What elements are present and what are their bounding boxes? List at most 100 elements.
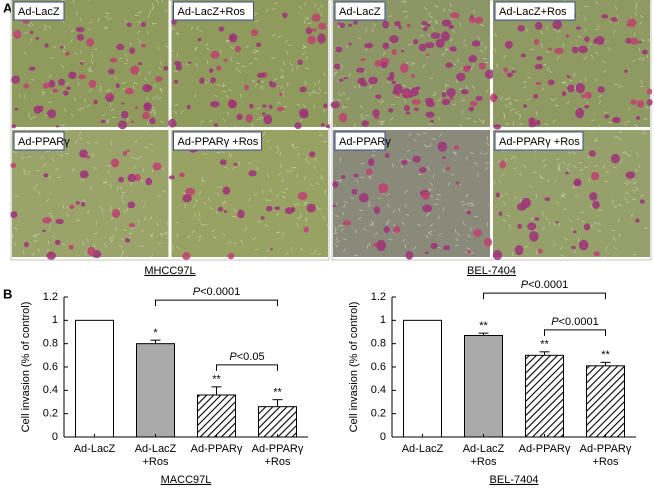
invaded-cell: [42, 230, 46, 232]
invaded-cell: [108, 98, 111, 101]
invaded-cell: [576, 26, 581, 29]
bar: [404, 320, 442, 437]
invaded-cell: [13, 30, 21, 39]
y-tick-label: 0.2: [43, 408, 58, 420]
invaded-cell: [142, 112, 150, 119]
micrograph: Ad-LacZ: [11, 0, 168, 130]
micrograph: Ad-PPARγ: [10, 129, 171, 260]
invaded-cell: [630, 99, 636, 104]
invaded-cell: [10, 211, 17, 218]
invaded-cell: [81, 202, 85, 207]
invaded-cell: [425, 251, 428, 254]
invaded-cell: [404, 105, 410, 111]
invaded-cell: [257, 73, 265, 78]
invaded-cell: [476, 96, 483, 101]
invaded-cell: [123, 151, 127, 156]
panel-letter: B: [3, 286, 12, 301]
cell: [76, 221, 80, 222]
invaded-cell: [277, 107, 285, 112]
invaded-cell: [454, 145, 460, 149]
x-tick-label: Ad-LacZ: [135, 443, 177, 455]
x-tick-label: Ad-PPARγ: [580, 443, 632, 455]
invaded-cell: [430, 120, 434, 123]
invaded-cell: [282, 12, 287, 18]
invaded-cell: [642, 50, 648, 55]
invaded-cell: [575, 108, 584, 119]
invaded-cell: [244, 84, 249, 90]
invaded-cell: [116, 44, 124, 50]
p-value: P<0.0001: [551, 316, 598, 328]
image-label: Ad-LacZ: [18, 6, 60, 18]
invaded-cell: [463, 66, 470, 72]
invaded-cell: [69, 244, 74, 249]
invaded-cell: [400, 63, 409, 73]
invaded-cell: [332, 181, 338, 188]
invaded-cell: [612, 118, 618, 123]
invaded-cell: [383, 42, 390, 49]
invaded-cell: [467, 250, 471, 254]
invaded-cell: [11, 163, 17, 168]
invaded-cell: [335, 46, 342, 52]
invaded-cell: [341, 175, 345, 179]
invaded-cell: [127, 202, 135, 209]
invaded-cell: [235, 46, 241, 52]
image-label: Ad-PPARγ +Ros: [178, 136, 259, 148]
invaded-cell: [187, 105, 191, 110]
bracket: [484, 293, 606, 299]
y-tick-label: 0.6: [43, 361, 58, 373]
invaded-cell: [266, 206, 273, 212]
y-tick-label: 0.4: [371, 384, 386, 396]
invaded-cell: [348, 24, 352, 27]
invaded-cell: [446, 88, 455, 97]
invaded-cell: [412, 156, 420, 163]
invaded-cell: [468, 107, 474, 112]
invaded-cell: [565, 172, 569, 175]
invaded-cell: [107, 93, 111, 98]
invaded-cell: [581, 94, 585, 98]
invaded-cell: [473, 229, 482, 237]
p-value: P<0.0001: [521, 279, 568, 291]
invaded-cell: [368, 158, 375, 166]
invaded-cell: [456, 181, 459, 185]
invaded-cell: [312, 14, 321, 22]
invaded-cell: [249, 104, 253, 109]
image-label: Ad-PPARγ: [339, 136, 391, 148]
invaded-cell: [387, 76, 394, 80]
y-tick-label: 1: [52, 314, 58, 326]
invaded-cell: [312, 28, 317, 31]
micrograph: Ad-LacZ: [330, 0, 495, 130]
invaded-cell: [388, 108, 393, 112]
invaded-cell: [552, 20, 562, 29]
invaded-cell: [233, 163, 237, 166]
invaded-cell: [127, 23, 132, 27]
invaded-cell: [262, 112, 265, 115]
invaded-cell: [127, 150, 130, 153]
invaded-cell: [304, 227, 309, 233]
invaded-cell: [245, 114, 252, 122]
invaded-cell: [562, 91, 566, 96]
invaded-cell: [636, 116, 641, 120]
invaded-cell: [86, 38, 94, 46]
invaded-cell: [306, 27, 312, 34]
p-value: P<0.0001: [193, 286, 240, 298]
invaded-cell: [55, 219, 63, 224]
invaded-cell: [23, 83, 29, 88]
y-tick-label: 1.2: [43, 291, 58, 303]
invaded-cell: [493, 124, 501, 129]
error-bar: [273, 400, 283, 407]
invaded-cell: [359, 193, 369, 203]
invaded-cell: [533, 94, 538, 99]
invaded-cell: [163, 66, 168, 71]
image-label: Ad-LacZ+Ros: [499, 6, 567, 18]
invaded-cell: [624, 70, 628, 73]
cell: [323, 141, 327, 142]
invaded-cell: [528, 117, 535, 124]
significance: **: [540, 339, 549, 351]
invaded-cell: [209, 68, 213, 73]
invaded-cell: [419, 167, 426, 173]
invaded-cell: [210, 77, 216, 83]
invaded-cell: [479, 63, 486, 70]
invaded-cell: [625, 38, 631, 44]
invaded-cell: [174, 61, 181, 65]
invaded-cell: [121, 103, 124, 105]
